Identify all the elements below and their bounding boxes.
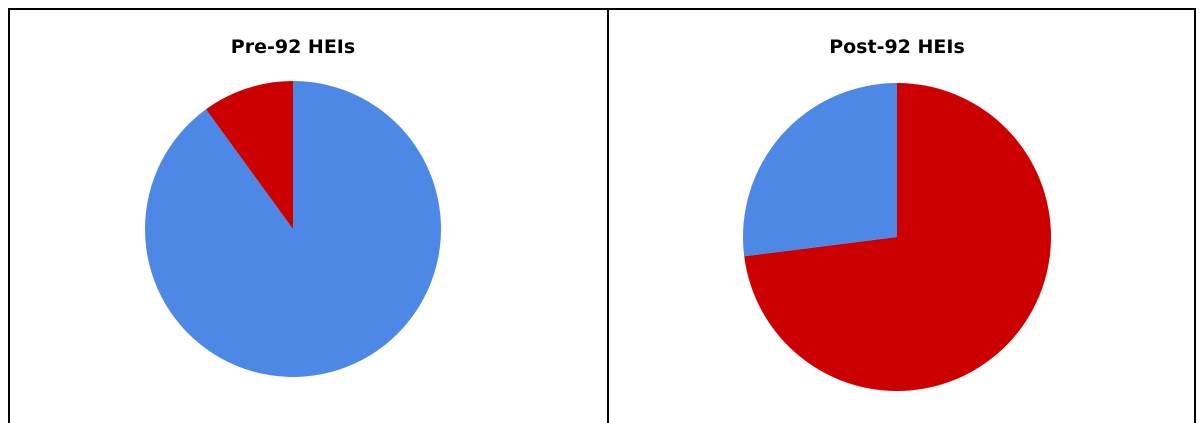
pre-92-chart-title: Pre-92 HEIs: [230, 36, 356, 58]
pre-92-pie-slice-2: [206, 81, 293, 229]
post-92-pie-slice-2: [743, 83, 897, 257]
post-92-chart-title: Post-92 HEIs: [829, 36, 965, 58]
table-top-border: [8, 8, 1196, 10]
table-middle-border: [607, 8, 609, 423]
table-right-border: [1194, 8, 1196, 423]
table-left-border: [8, 8, 10, 423]
post-92-pie-slice-1: [744, 82, 1051, 391]
